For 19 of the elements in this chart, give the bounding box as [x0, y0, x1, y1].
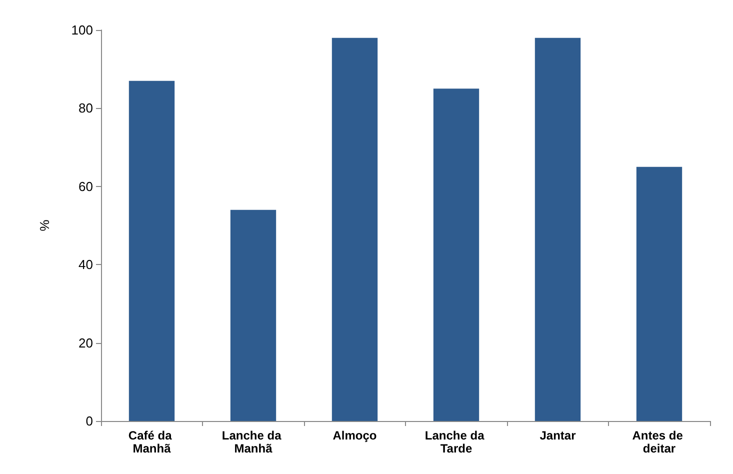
y-tick-label: 20 — [78, 335, 93, 350]
y-axis-title: % — [37, 219, 52, 232]
bar — [128, 80, 175, 421]
y-tick-label: 100 — [71, 22, 93, 38]
y-tick-label: 60 — [78, 178, 93, 194]
y-tick-label: 0 — [86, 414, 93, 428]
x-tick-label: Café da Manhã — [128, 428, 176, 456]
bar — [230, 210, 276, 421]
bar — [433, 88, 480, 421]
y-tick-label: 40 — [78, 257, 93, 272]
bar — [534, 38, 581, 421]
x-tick-label: Lanche da Tarde — [424, 428, 488, 456]
x-tick-label: Lanche da Manhã — [222, 428, 285, 456]
bar — [332, 38, 378, 421]
bar — [636, 166, 682, 421]
y-tick-label: 80 — [78, 100, 93, 116]
x-tick-label: Jantar — [540, 428, 576, 442]
x-tick-label: Almoço — [332, 428, 377, 442]
x-tick-label: Antes de deitar — [632, 428, 686, 456]
